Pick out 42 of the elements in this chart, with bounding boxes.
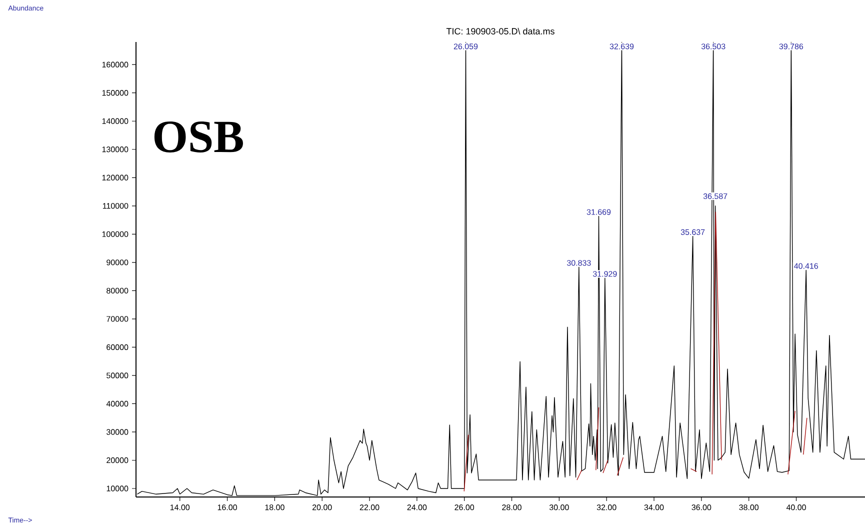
y-tick-label: 160000: [102, 62, 128, 68]
annotation: 26.059: [454, 44, 478, 50]
annotation: OSB: [154, 122, 243, 152]
x-tick-label: 24.00: [407, 504, 427, 510]
annotation: 39.786: [779, 44, 804, 50]
annotation: 30.833: [566, 260, 591, 266]
annotation: 40.416: [794, 263, 818, 269]
x-tick-label: 40.00: [786, 504, 806, 510]
annotation: 36.503: [701, 44, 726, 50]
y-tick-label: 90000: [106, 260, 128, 266]
y-tick-label: 20000: [106, 457, 128, 464]
x-tick-label: 16.00: [218, 504, 237, 510]
x-tick-label: 18.00: [265, 504, 284, 510]
y-tick-label: 120000: [102, 174, 128, 180]
x-tick-label: 34.00: [644, 504, 664, 510]
y-tick-label: 50000: [106, 372, 128, 378]
x-tick-label: 14.00: [170, 504, 190, 510]
x-tick-label: 38.00: [739, 504, 759, 510]
y-tick-label: 30000: [106, 429, 128, 435]
annotation: 31.929: [592, 271, 617, 277]
y-tick-label: 80000: [106, 288, 128, 294]
y-tick-label: 40000: [106, 400, 128, 407]
y-tick-label: 100000: [102, 231, 128, 237]
chart-title: TIC: 190903-05.D\ data.ms: [446, 28, 554, 34]
x-tick-label: 22.00: [360, 504, 380, 510]
annotation: 36.587: [703, 193, 728, 200]
x-tick-label: 32.00: [596, 504, 616, 510]
y-tick-label: 150000: [102, 90, 128, 96]
x-tick-label: 20.00: [312, 504, 332, 510]
y-tick-label: 130000: [102, 146, 128, 152]
x-tick-label: 26.00: [454, 504, 474, 510]
x-tick-label: 28.00: [502, 504, 522, 510]
annotation: 35.637: [680, 229, 705, 235]
x-tick-label: 30.00: [549, 504, 569, 510]
annotation: 31.669: [586, 209, 611, 215]
y-tick-label: 140000: [102, 118, 128, 124]
x-tick-label: 36.00: [692, 504, 712, 510]
y-tick-label: 10000: [106, 486, 128, 492]
y-tick-label: 110000: [102, 203, 128, 209]
y-tick-label: 70000: [106, 316, 128, 322]
y-tick-label: 60000: [106, 344, 128, 350]
annotation: 32.639: [610, 44, 634, 50]
